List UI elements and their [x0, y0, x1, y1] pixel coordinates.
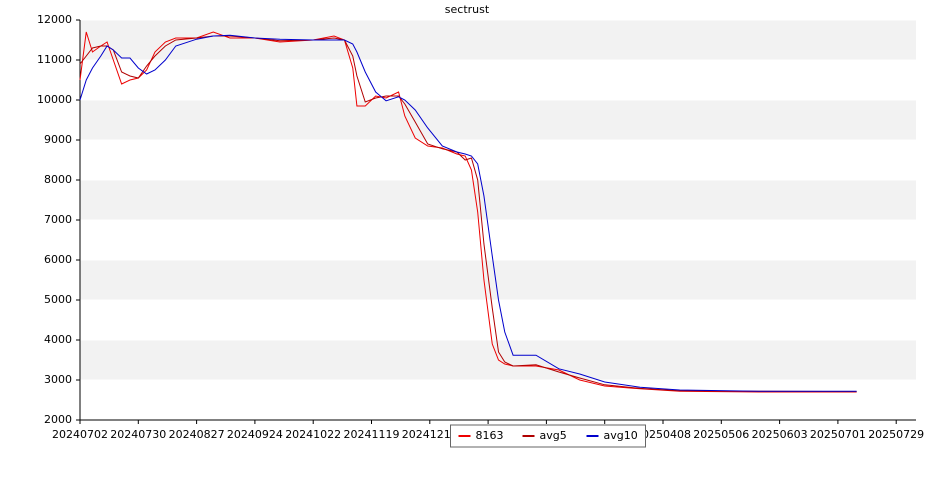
legend: 8163 avg5 avg10 — [450, 424, 646, 448]
series-line — [79, 35, 857, 393]
x-tick-label: 20240924 — [227, 428, 283, 441]
y-tick-label: 4000 — [44, 333, 72, 346]
x-tick-label: 20250506 — [693, 428, 749, 441]
x-tick-label: 20250603 — [752, 428, 808, 441]
grid-band — [80, 20, 916, 60]
y-tick-label: 8000 — [44, 173, 72, 186]
x-tick-label: 20240827 — [169, 428, 225, 441]
chart-title: sectrust — [445, 3, 490, 16]
x-tick-label: 20250701 — [810, 428, 866, 441]
x-tick-label: 20240702 — [52, 428, 108, 441]
y-tick-label: 2000 — [44, 413, 72, 426]
y-tick-label: 10000 — [37, 93, 72, 106]
x-tick-label: 20241119 — [344, 428, 400, 441]
y-tick-label: 12000 — [37, 13, 72, 26]
grid-band — [80, 100, 916, 140]
x-tick-label: 20241022 — [285, 428, 341, 441]
x-tick-label: 20241217 — [402, 428, 458, 441]
legend-label: 8163 — [476, 429, 504, 442]
y-tick-label: 6000 — [44, 253, 72, 266]
x-tick-label: 20240730 — [110, 428, 166, 441]
y-tick-label: 11000 — [37, 53, 72, 66]
legend-label: avg10 — [604, 429, 638, 442]
y-tick-label: 3000 — [44, 373, 72, 386]
legend-label: avg5 — [540, 429, 567, 442]
series-line — [79, 34, 857, 392]
x-tick-label: 20250408 — [635, 428, 691, 441]
y-tick-label: 7000 — [44, 213, 72, 226]
grid-band — [80, 180, 916, 220]
y-tick-label: 5000 — [44, 293, 72, 306]
legend-box — [450, 424, 646, 448]
y-tick-label: 9000 — [44, 133, 72, 146]
x-tick-label: 20250729 — [868, 428, 924, 441]
